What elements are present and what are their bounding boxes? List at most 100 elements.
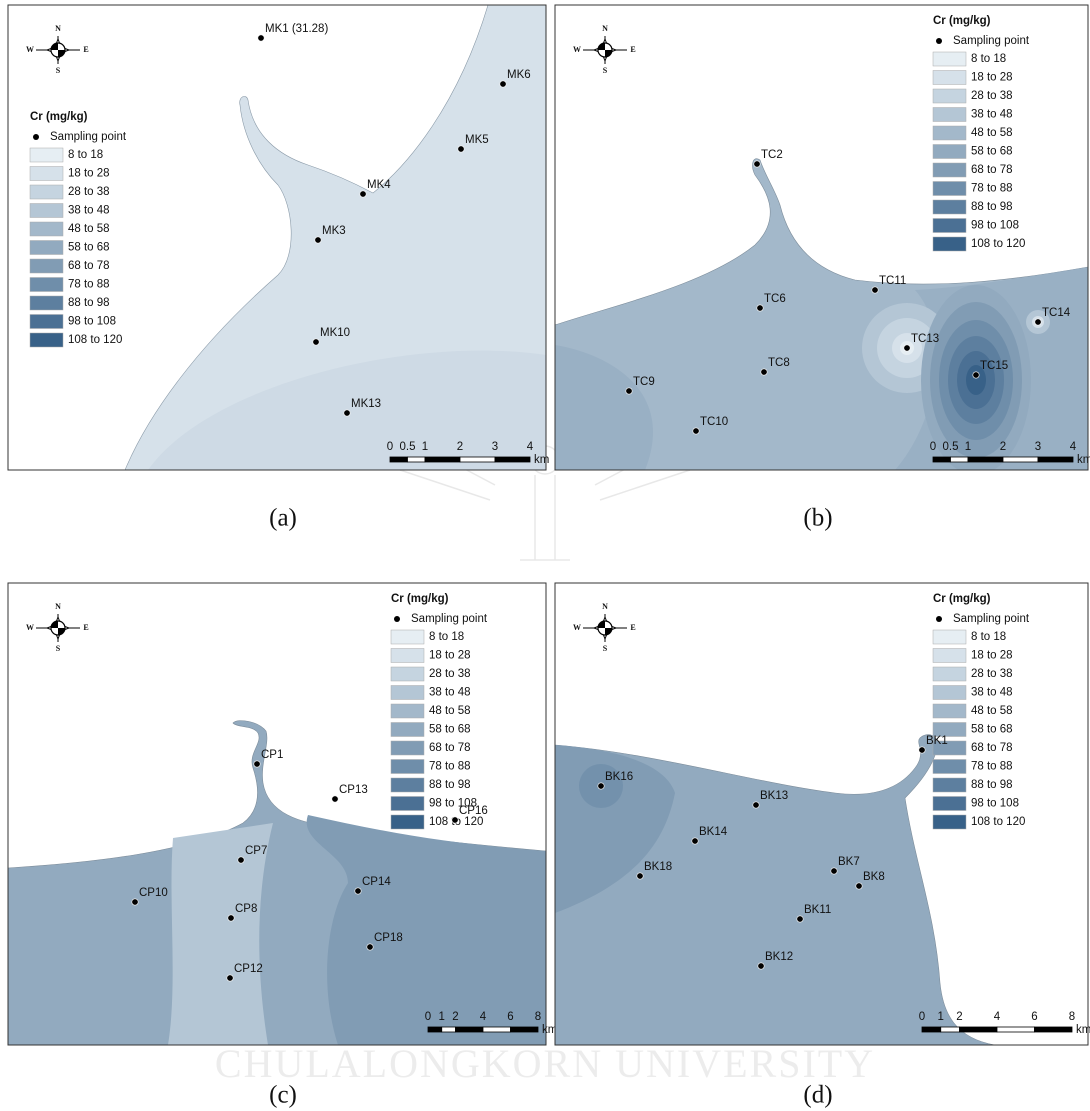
scale-label: 3 bbox=[492, 441, 498, 453]
scale-label: 2 bbox=[956, 1011, 962, 1023]
legend-label: 28 to 38 bbox=[971, 90, 1013, 102]
point-label: CP16 bbox=[459, 805, 488, 817]
legend-swatch bbox=[391, 704, 424, 718]
legend-label: 58 to 68 bbox=[429, 724, 471, 736]
point-label: CP18 bbox=[374, 932, 403, 944]
point-label: BK7 bbox=[838, 856, 860, 868]
compass-e: E bbox=[630, 623, 635, 632]
legend-swatch bbox=[933, 704, 966, 718]
legend-swatch bbox=[391, 649, 424, 663]
scale-segment bbox=[933, 457, 951, 462]
point-label: TC6 bbox=[764, 293, 786, 305]
sampling-point bbox=[872, 287, 878, 293]
scale-label: 0 bbox=[425, 1011, 431, 1023]
compass-s: S bbox=[56, 644, 61, 653]
legend-label: 58 to 68 bbox=[68, 242, 110, 254]
legend-label: 98 to 108 bbox=[971, 220, 1019, 232]
legend-label: 108 to 120 bbox=[68, 334, 122, 346]
figure: CHULALONGKORN UNIVERSITY NSEWCr (mg/kg)S… bbox=[0, 0, 1090, 1111]
legend-swatch bbox=[391, 741, 424, 755]
panel-caption: (c) bbox=[269, 1082, 297, 1109]
legend-label: 18 to 28 bbox=[971, 650, 1013, 662]
legend-label: 8 to 18 bbox=[429, 631, 464, 643]
sampling-point bbox=[355, 888, 361, 894]
point-label: MK10 bbox=[320, 327, 350, 339]
point-label: TC11 bbox=[879, 275, 906, 287]
scale-label: 3 bbox=[1035, 441, 1041, 453]
legend-swatch bbox=[933, 778, 966, 792]
legend-swatch bbox=[391, 667, 424, 681]
scale-label: 0 bbox=[930, 441, 936, 453]
legend-swatch bbox=[30, 148, 63, 162]
legend-label: 8 to 18 bbox=[971, 631, 1006, 643]
scale-segment bbox=[460, 457, 495, 462]
sampling-point bbox=[315, 237, 321, 243]
legend-swatch bbox=[933, 200, 966, 214]
scale-label: 2 bbox=[1000, 441, 1006, 453]
scale-label: 8 bbox=[1069, 1011, 1075, 1023]
legend-point-label: Sampling point bbox=[50, 131, 127, 143]
point-label: BK13 bbox=[760, 790, 788, 802]
point-label: BK12 bbox=[765, 951, 793, 963]
legend-title: Cr (mg/kg) bbox=[391, 593, 449, 605]
sampling-point bbox=[919, 747, 925, 753]
scale-label: 6 bbox=[507, 1011, 513, 1023]
legend-swatch bbox=[933, 145, 966, 159]
legend-swatch bbox=[933, 815, 966, 829]
sampling-point bbox=[332, 796, 338, 802]
legend-label: 78 to 88 bbox=[68, 279, 110, 291]
scale-label: 0 bbox=[919, 1011, 925, 1023]
sampling-point bbox=[1035, 319, 1041, 325]
scale-label: 1 bbox=[439, 1011, 445, 1023]
legend-swatch bbox=[30, 241, 63, 255]
point-label: TC13 bbox=[911, 333, 939, 345]
sampling-point bbox=[367, 944, 373, 950]
point-label: CP8 bbox=[235, 903, 257, 915]
scale-segment bbox=[941, 1027, 960, 1032]
legend-title: Cr (mg/kg) bbox=[933, 593, 991, 605]
legend-label: 8 to 18 bbox=[68, 149, 103, 161]
legend-label: 48 to 58 bbox=[68, 223, 110, 235]
scale-segment bbox=[1035, 1027, 1073, 1032]
sampling-point bbox=[973, 372, 979, 378]
compass-w: W bbox=[26, 45, 34, 54]
legend-label: 108 to 120 bbox=[971, 816, 1025, 828]
scale-label: 4 bbox=[994, 1011, 1001, 1023]
panel-caption: (a) bbox=[269, 505, 297, 532]
sampling-point bbox=[831, 868, 837, 874]
legend-label: 98 to 108 bbox=[68, 316, 116, 328]
legend-swatch bbox=[933, 667, 966, 681]
legend-swatch bbox=[933, 219, 966, 233]
point-label: BK8 bbox=[863, 871, 885, 883]
compass-s: S bbox=[603, 66, 608, 75]
compass-n: N bbox=[602, 24, 608, 33]
legend-label: 28 to 38 bbox=[971, 668, 1013, 680]
legend-swatch bbox=[933, 89, 966, 103]
legend-label: 98 to 108 bbox=[971, 798, 1019, 810]
legend-swatch bbox=[30, 222, 63, 236]
legend-label: 38 to 48 bbox=[429, 687, 471, 699]
legend-title: Cr (mg/kg) bbox=[933, 15, 991, 27]
sampling-point bbox=[904, 345, 910, 351]
legend-label: 68 to 78 bbox=[971, 164, 1013, 176]
legend-swatch bbox=[391, 760, 424, 774]
scale-segment bbox=[951, 457, 969, 462]
scale-segment bbox=[960, 1027, 998, 1032]
point-label: TC10 bbox=[700, 416, 728, 428]
legend-label: 68 to 78 bbox=[68, 260, 110, 272]
legend-label: 108 to 120 bbox=[971, 238, 1025, 250]
scale-segment bbox=[428, 1027, 442, 1032]
sampling-point bbox=[238, 857, 244, 863]
sampling-point bbox=[637, 873, 643, 879]
legend-swatch bbox=[391, 723, 424, 737]
point-label: TC2 bbox=[761, 149, 783, 161]
legend-point bbox=[33, 134, 39, 140]
sampling-point bbox=[797, 916, 803, 922]
sampling-point bbox=[258, 35, 264, 41]
compass-e: E bbox=[630, 45, 635, 54]
legend-swatch bbox=[30, 333, 63, 347]
scale-segment bbox=[968, 457, 1003, 462]
legend-label: 58 to 68 bbox=[971, 146, 1013, 158]
